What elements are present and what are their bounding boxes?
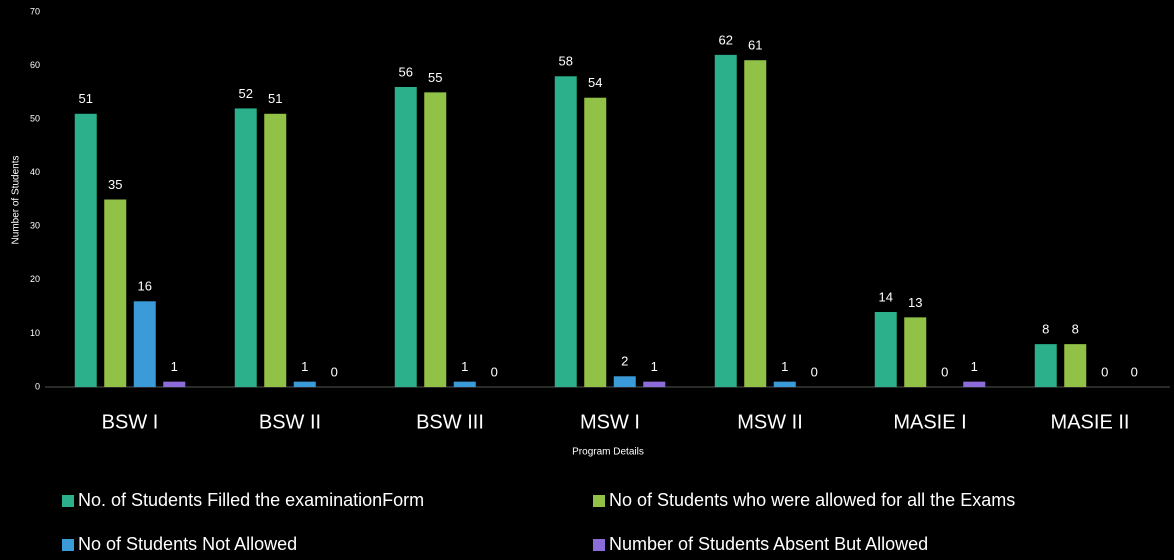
value-label: 61 [748, 38, 762, 53]
bar [584, 97, 607, 387]
bar [744, 60, 767, 387]
y-tick-label: 40 [30, 167, 40, 177]
bar [394, 87, 417, 387]
x-tick-label: MSW II [737, 411, 803, 433]
value-label: 8 [1072, 322, 1079, 337]
value-label: 0 [811, 364, 818, 379]
y-tick-label: 0 [35, 381, 40, 391]
bar [1034, 344, 1057, 387]
y-tick-label: 60 [30, 60, 40, 70]
x-tick-label: MSW I [580, 411, 640, 433]
y-axis-title: Number of Students [11, 156, 22, 245]
value-label: 8 [1042, 322, 1049, 337]
x-tick-label: MASIE II [1051, 411, 1130, 433]
bar [773, 381, 796, 387]
value-label: 16 [138, 279, 152, 294]
value-label: 1 [651, 359, 658, 374]
value-label: 0 [941, 364, 948, 379]
value-label: 55 [428, 70, 442, 85]
bar [453, 381, 476, 387]
value-label: 14 [879, 289, 893, 304]
legend-swatch [62, 539, 74, 551]
x-axis-title: Program Details [572, 447, 644, 458]
value-label: 1 [301, 359, 308, 374]
value-label: 56 [399, 64, 413, 79]
bar [264, 113, 287, 388]
bar [163, 381, 186, 387]
x-tick-label: BSW I [102, 411, 159, 433]
value-label: 1 [461, 359, 468, 374]
value-label: 0 [491, 364, 498, 379]
bar [424, 92, 447, 387]
value-label: 62 [719, 32, 733, 47]
x-tick-label: BSW III [416, 411, 484, 433]
legend-label: No of Students Not Allowed [78, 534, 297, 554]
value-label: 35 [108, 177, 122, 192]
bar [133, 301, 156, 387]
y-tick-label: 30 [30, 221, 40, 231]
value-label: 1 [971, 359, 978, 374]
x-tick-label: BSW II [259, 411, 321, 433]
value-label: 1 [171, 359, 178, 374]
y-tick-label: 20 [30, 274, 40, 284]
bar [963, 381, 986, 387]
bar [714, 54, 737, 387]
value-label: 0 [1131, 364, 1138, 379]
bar [904, 317, 927, 387]
value-label: 0 [1101, 364, 1108, 379]
legend-swatch [62, 495, 74, 507]
value-label: 54 [588, 75, 602, 90]
y-tick-label: 70 [30, 6, 40, 16]
legend-swatch [593, 495, 605, 507]
value-label: 51 [79, 91, 93, 106]
bar [234, 108, 257, 387]
bar [643, 381, 666, 387]
bar [293, 381, 316, 387]
bar [1064, 344, 1087, 387]
value-label: 58 [559, 54, 573, 69]
legend-label: Number of Students Absent But Allowed [609, 534, 928, 554]
x-tick-label: MASIE I [893, 411, 966, 433]
value-label: 1 [781, 359, 788, 374]
value-label: 2 [621, 354, 628, 369]
value-label: 52 [239, 86, 253, 101]
bar [613, 376, 636, 387]
value-label: 0 [331, 364, 338, 379]
bar [554, 76, 577, 388]
bar [874, 312, 897, 387]
value-label: 51 [268, 91, 282, 106]
legend-label: No. of Students Filled the examinationFo… [78, 490, 424, 510]
y-tick-label: 10 [30, 328, 40, 338]
value-label: 13 [908, 295, 922, 310]
legend-swatch [593, 539, 605, 551]
y-tick-label: 50 [30, 114, 40, 124]
legend-label: No of Students who were allowed for all … [609, 490, 1015, 510]
bar [74, 113, 97, 388]
bar [104, 199, 127, 387]
